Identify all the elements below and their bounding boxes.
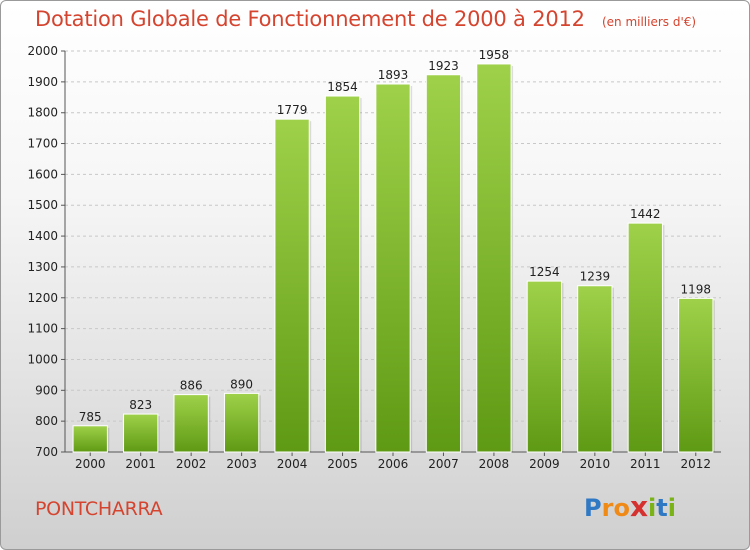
- bar-2008: [476, 63, 512, 453]
- logo-letter: i: [648, 494, 657, 522]
- y-tick-label: 1900: [27, 75, 58, 89]
- bar-2004: [274, 118, 310, 453]
- logo-letter: x: [629, 490, 648, 523]
- bar-2006: [375, 83, 411, 453]
- bar-2009: [526, 280, 563, 453]
- logo-letter: P: [584, 494, 602, 522]
- data-label: 823: [129, 398, 152, 412]
- y-tick-label: 1800: [27, 106, 58, 120]
- x-tick-label: 2012: [680, 457, 711, 471]
- y-tick-label: 900: [35, 383, 58, 397]
- bar-2010: [577, 285, 613, 453]
- data-label: 890: [230, 377, 253, 391]
- logo-letter: i: [667, 494, 676, 522]
- town-name: PONTCHARRA: [35, 498, 163, 520]
- data-label: 785: [79, 410, 102, 424]
- y-tick-label: 1700: [27, 137, 58, 151]
- y-tick-label: 1300: [27, 260, 58, 274]
- y-tick-label: 2000: [27, 44, 58, 58]
- data-label: 1198: [680, 282, 711, 296]
- x-tick-label: 2002: [176, 457, 207, 471]
- y-tick-label: 700: [35, 445, 58, 459]
- bar-2000: [72, 425, 108, 453]
- data-label: 1893: [378, 68, 409, 82]
- title-block: Dotation Globale de Fonctionnement de 20…: [35, 7, 696, 31]
- x-tick-label: 2006: [378, 457, 409, 471]
- y-tick-label: 1600: [27, 167, 58, 181]
- logo-letter: t: [656, 494, 668, 522]
- bar-2003: [223, 392, 260, 453]
- y-tick-label: 1200: [27, 291, 58, 305]
- data-label: 1854: [327, 80, 358, 94]
- x-tick-label: 2011: [630, 457, 661, 471]
- logo-letter: o: [613, 494, 630, 522]
- chart-title: Dotation Globale de Fonctionnement de 20…: [35, 7, 585, 31]
- x-tick-label: 2003: [226, 457, 257, 471]
- logo-letter: r: [601, 494, 614, 522]
- y-tick-label: 1400: [27, 229, 58, 243]
- y-tick-label: 800: [35, 414, 58, 428]
- data-label: 1779: [277, 103, 308, 117]
- x-tick-label: 2009: [529, 457, 560, 471]
- bar-2002: [173, 394, 209, 453]
- data-label: 886: [180, 379, 203, 393]
- data-label: 1239: [580, 270, 611, 284]
- proxiti-logo[interactable]: Proxiti: [584, 490, 676, 523]
- bar-2007: [425, 74, 462, 453]
- y-tick-label: 1100: [27, 322, 58, 336]
- bar-2011: [627, 222, 663, 453]
- x-tick-label: 2010: [580, 457, 611, 471]
- data-label: 1442: [630, 207, 661, 221]
- chart-subtitle: (en milliers d'€): [601, 15, 697, 29]
- data-label: 1958: [479, 48, 510, 62]
- y-tick-label: 1000: [27, 352, 58, 366]
- bars: [72, 63, 715, 453]
- x-tick-label: 2001: [125, 457, 156, 471]
- bar-2001: [123, 413, 159, 453]
- x-tick-label: 2004: [277, 457, 308, 471]
- x-tick-label: 2008: [479, 457, 510, 471]
- labels: 700 800 900 1000 1100 1200 1300 1400 1500 1600 170…: [27, 44, 711, 471]
- data-label: 1923: [428, 59, 459, 73]
- data-label: 1254: [529, 265, 560, 279]
- y-tick-label: 1500: [27, 198, 58, 212]
- bar-2012: [678, 297, 714, 453]
- x-tick-label: 2000: [75, 457, 106, 471]
- x-tick-label: 2007: [428, 457, 459, 471]
- bar-2005: [324, 95, 361, 453]
- x-tick-label: 2005: [327, 457, 358, 471]
